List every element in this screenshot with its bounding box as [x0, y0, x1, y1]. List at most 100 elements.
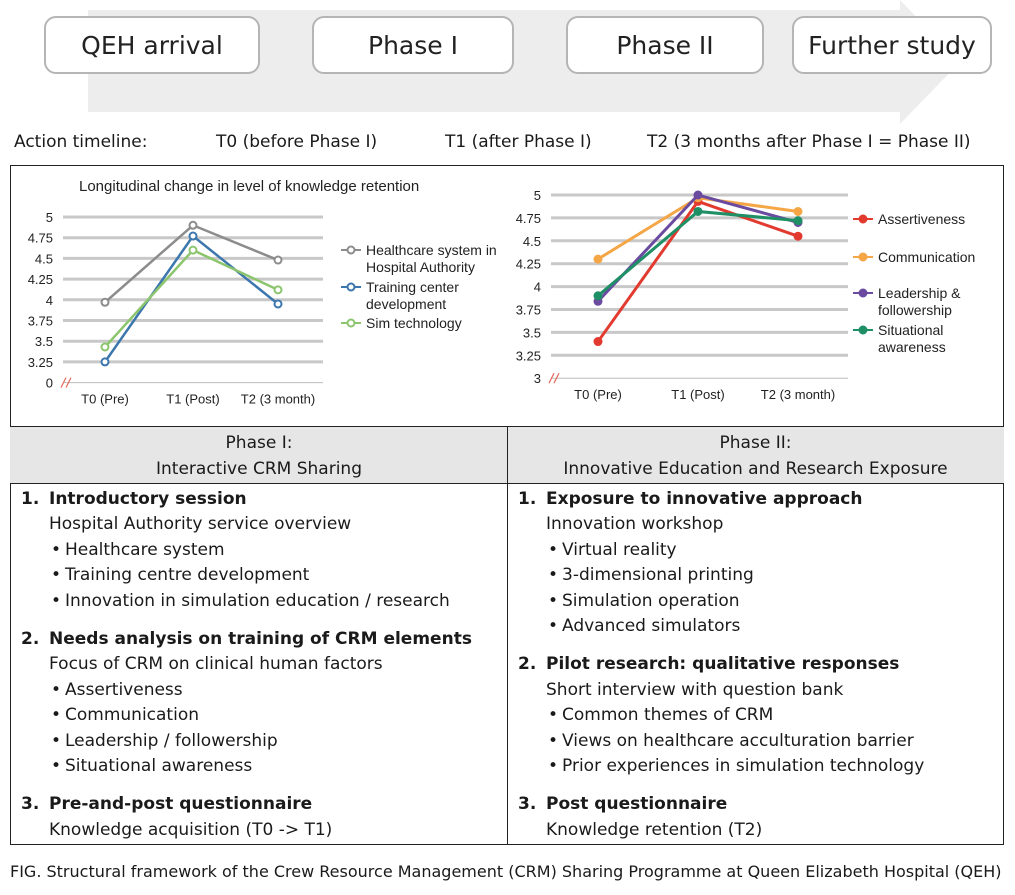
stage-phase-1: Phase I [312, 16, 514, 74]
legend-label: Assertiveness [878, 211, 965, 227]
item-subtitle: Short interview with question bank [546, 679, 844, 700]
legend-entry: Sim technology [341, 315, 462, 331]
phase2-list: 1. Exposure to innovative approach Innov… [518, 487, 996, 843]
data-point [100, 342, 110, 352]
data-point [100, 357, 110, 367]
legend-entry: Assertiveness [853, 211, 965, 227]
item-subtitle: Knowledge acquisition (T0 -> T1) [49, 819, 333, 840]
data-point [188, 220, 198, 230]
phase2-item-1: 1. Exposure to innovative approach Innov… [518, 487, 996, 640]
y-tick-label: 3.5 [35, 334, 53, 349]
stage-qeh-arrival: QEH arrival [44, 16, 260, 74]
legend-entry: Healthcare system in Hospital Authority [341, 242, 497, 275]
y-tick-label: 4.5 [523, 234, 541, 249]
series-line [597, 196, 799, 261]
legend-label: Healthcare system in Hospital Authority [366, 242, 497, 275]
legend-entry: Situational awareness [853, 322, 946, 355]
bullet-list: Healthcare system Training centre develo… [49, 538, 499, 615]
phase2-header: Phase II: Innovative Education and Resea… [507, 426, 1004, 484]
timeline-t0: T0 (before Phase I) [216, 132, 378, 152]
item-subtitle: Focus of CRM on clinical human factors [49, 654, 383, 675]
y-tick-label: 3 [534, 371, 541, 386]
y-tick-label: 3.25 [28, 355, 53, 370]
x-tick-label: T0 (Pre) [574, 387, 622, 402]
series-line [597, 209, 799, 297]
item-subtitle: Innovation workshop [546, 514, 724, 535]
legend-label: Leadership & followership [878, 285, 961, 318]
phase1-item-2: 2. Needs analysis on training of CRM ele… [21, 627, 499, 780]
column-divider [507, 426, 508, 845]
timeline-label: Action timeline: [14, 132, 148, 152]
y-tick-label: 4.75 [516, 211, 541, 226]
bullet-list: Assertiveness Communication Leadership /… [49, 678, 499, 780]
phase1-heading: Phase I: [225, 433, 293, 453]
item-number: 3. [518, 794, 537, 815]
phase1-item-1: 1. Introductory session Hospital Authori… [21, 487, 499, 615]
list-item: Common themes of CRM [548, 703, 996, 729]
y-tick-label: 4.25 [28, 272, 53, 287]
data-point [273, 299, 283, 309]
axis-break-mark [548, 372, 560, 384]
item-subtitle: Knowledge retention (T2) [546, 819, 763, 840]
data-point [188, 231, 198, 241]
list-item: Innovation in simulation education / res… [51, 589, 499, 615]
y-tick-label: 4.75 [28, 231, 53, 246]
y-tick-label: 4.25 [516, 257, 541, 272]
list-item: Views on healthcare acculturation barrie… [548, 729, 996, 755]
list-item: Advanced simulators [548, 614, 996, 640]
data-point [188, 245, 198, 255]
list-item: Communication [51, 703, 499, 729]
y-tick-label: 4 [534, 280, 541, 295]
list-item: Simulation operation [548, 589, 996, 615]
item-number: 2. [518, 654, 537, 675]
data-point [273, 285, 283, 295]
data-point [793, 206, 803, 216]
legend-entry: Leadership & followership [853, 285, 961, 318]
data-point [693, 206, 703, 216]
list-item: Leadership / followership [51, 729, 499, 755]
item-number: 1. [21, 489, 40, 509]
knowledge-retention-chart-right: 5 4.75 4.5 4.25 4 3.75 3.5 3.25 3 T0 (Pre) T1 (Pos… [516, 188, 976, 402]
item-title: Pre-and-post questionnaire [49, 794, 313, 815]
x-tick-label: T2 (3 month) [241, 392, 315, 407]
knowledge-retention-chart-left: Longitudinal change in level of knowledg… [28, 178, 497, 407]
legend-label: Sim technology [366, 315, 462, 331]
y-tick-label: 3.25 [516, 348, 541, 363]
item-title: Pilot research: qualitative responses [546, 654, 900, 675]
timeline-t2: T2 (3 months after Phase I = Phase II) [647, 132, 971, 152]
x-tick-label: T1 (Post) [671, 387, 724, 402]
chart-title: Longitudinal change in level of knowledg… [79, 178, 419, 195]
phase1-header: Phase I: Interactive CRM Sharing [10, 426, 508, 484]
legend-label: Situational awareness [878, 322, 946, 355]
list-item: Assertiveness [51, 678, 499, 704]
y-tick-label: 5 [534, 188, 541, 203]
data-point [793, 231, 803, 241]
x-tick-label: T0 (Pre) [81, 392, 129, 407]
bullet-list: Virtual reality 3-dimensional printing S… [546, 538, 996, 640]
figure-caption: FIG. Structural framework of the Crew Re… [10, 862, 1002, 881]
data-point [693, 190, 703, 200]
x-tick-label: T2 (3 month) [761, 387, 835, 402]
y-tick-label: 3.75 [516, 303, 541, 318]
legend-label: Training center development [366, 279, 459, 312]
legend-entry: Training center development [341, 279, 459, 312]
item-number: 1. [518, 489, 537, 509]
data-point [593, 254, 603, 264]
item-number: 2. [21, 629, 40, 650]
y-tick-label: 4.5 [35, 251, 53, 266]
data-point [593, 337, 603, 347]
legend-entry: Communication [853, 249, 975, 265]
list-item: 3-dimensional printing [548, 563, 996, 589]
item-number: 3. [21, 794, 40, 815]
data-point [793, 216, 803, 226]
list-item: Prior experiences in simulation technolo… [548, 754, 996, 780]
item-title: Post questionnaire [546, 794, 728, 815]
item-title: Needs analysis on training of CRM elemen… [49, 629, 472, 650]
y-tick-label: 3.75 [28, 314, 53, 329]
list-item: Virtual reality [548, 538, 996, 564]
phase1-subheading: Interactive CRM Sharing [156, 459, 362, 479]
phase2-subheading: Innovative Education and Research Exposu… [563, 459, 948, 479]
timeline-t1: T1 (after Phase I) [445, 132, 592, 152]
legend-label: Communication [878, 249, 975, 265]
phase1-list: 1. Introductory session Hospital Authori… [21, 487, 499, 843]
